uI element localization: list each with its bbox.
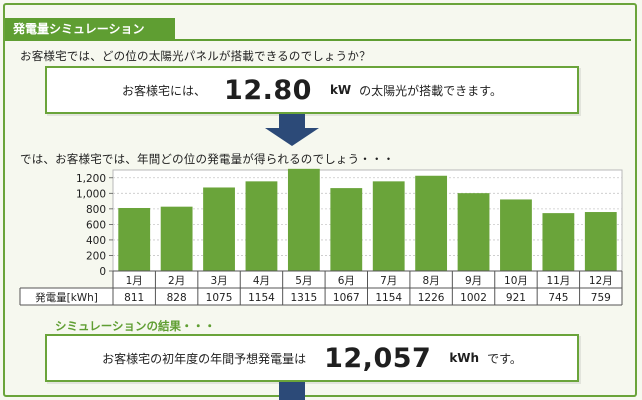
y-tick-label: 200 bbox=[86, 250, 106, 262]
value-label: 1226 bbox=[418, 292, 445, 304]
value-label: 1315 bbox=[291, 292, 318, 304]
value-label: 1154 bbox=[248, 292, 275, 304]
annual-prefix: お客様宅の初年度の年間予想発電量は bbox=[102, 351, 307, 366]
value-label: 745 bbox=[548, 292, 568, 304]
annual-value: 12,057 bbox=[324, 342, 432, 374]
bar-5 bbox=[287, 168, 320, 271]
plot-area bbox=[112, 169, 623, 272]
bar-4 bbox=[245, 181, 278, 271]
month-label: 9月 bbox=[465, 275, 482, 287]
month-label: 10月 bbox=[504, 275, 528, 287]
value-label: 828 bbox=[167, 292, 187, 304]
month-label: 11月 bbox=[546, 275, 570, 287]
month-label: 4月 bbox=[253, 275, 270, 287]
bar-9 bbox=[457, 193, 490, 271]
bar-1 bbox=[118, 207, 151, 271]
value-label: 921 bbox=[506, 292, 526, 304]
result-label: シミュレーションの結果・・・ bbox=[55, 319, 216, 333]
bar-11 bbox=[542, 213, 575, 271]
y-tick-label: 400 bbox=[86, 235, 106, 247]
month-label: 12月 bbox=[589, 275, 613, 287]
question-capacity: お客様宅では、どの位の太陽光パネルが搭載できるのでしょうか？ bbox=[20, 49, 371, 63]
y-tick-label: 600 bbox=[86, 219, 106, 231]
annual-unit: kWh bbox=[449, 351, 480, 365]
y-tick-label: 800 bbox=[86, 204, 106, 216]
value-label: 759 bbox=[591, 292, 611, 304]
bar-3 bbox=[203, 187, 235, 271]
header-divider bbox=[5, 39, 631, 41]
annual-suffix: です。 bbox=[487, 351, 522, 366]
annual-generation-box: お客様宅の初年度の年間予想発電量は 12,057 kWh です。 bbox=[45, 334, 579, 382]
capacity-value: 12.80 bbox=[224, 74, 312, 106]
bar-6 bbox=[330, 188, 363, 271]
bar-2 bbox=[160, 206, 193, 271]
page-frame bbox=[3, 3, 637, 397]
month-label: 3月 bbox=[210, 275, 227, 287]
month-label: 6月 bbox=[338, 275, 355, 287]
bar-10 bbox=[500, 199, 532, 271]
value-label: 1067 bbox=[333, 292, 360, 304]
value-row-bg bbox=[20, 288, 622, 305]
value-label: 1002 bbox=[460, 292, 487, 304]
month-label: 2月 bbox=[168, 275, 185, 287]
section-header: 発電量シミュレーション bbox=[5, 18, 175, 40]
capacity-unit: kW bbox=[329, 83, 352, 97]
value-label: 1154 bbox=[375, 292, 402, 304]
month-label: 8月 bbox=[423, 275, 440, 287]
down-arrow-icon-bottom bbox=[279, 382, 305, 400]
month-label: 5月 bbox=[295, 275, 312, 287]
month-label: 7月 bbox=[380, 275, 397, 287]
y-tick-label: 1,000 bbox=[76, 188, 106, 200]
down-arrow-icon bbox=[265, 128, 319, 146]
capacity-box: お客様宅には、 12.80 kW の太陽光が搭載できます。 bbox=[45, 66, 579, 114]
bar-8 bbox=[415, 175, 448, 271]
y-tick-label: 0 bbox=[99, 266, 106, 278]
value-label: 1075 bbox=[206, 292, 233, 304]
table-row-label: 発電量[kWh] bbox=[35, 291, 98, 304]
down-arrow-shaft bbox=[279, 114, 305, 130]
value-label: 811 bbox=[124, 292, 144, 304]
capacity-suffix: の太陽光が搭載できます。 bbox=[359, 83, 502, 98]
bar-7 bbox=[372, 181, 405, 271]
y-tick-label: 1,200 bbox=[76, 173, 106, 185]
question-generation: では、お客様宅では、年間どの位の発電量が得られるのでしょう・・・ bbox=[20, 152, 395, 166]
capacity-prefix: お客様宅には、 bbox=[122, 83, 207, 98]
bar-12 bbox=[584, 212, 617, 271]
month-label: 1月 bbox=[126, 275, 143, 287]
